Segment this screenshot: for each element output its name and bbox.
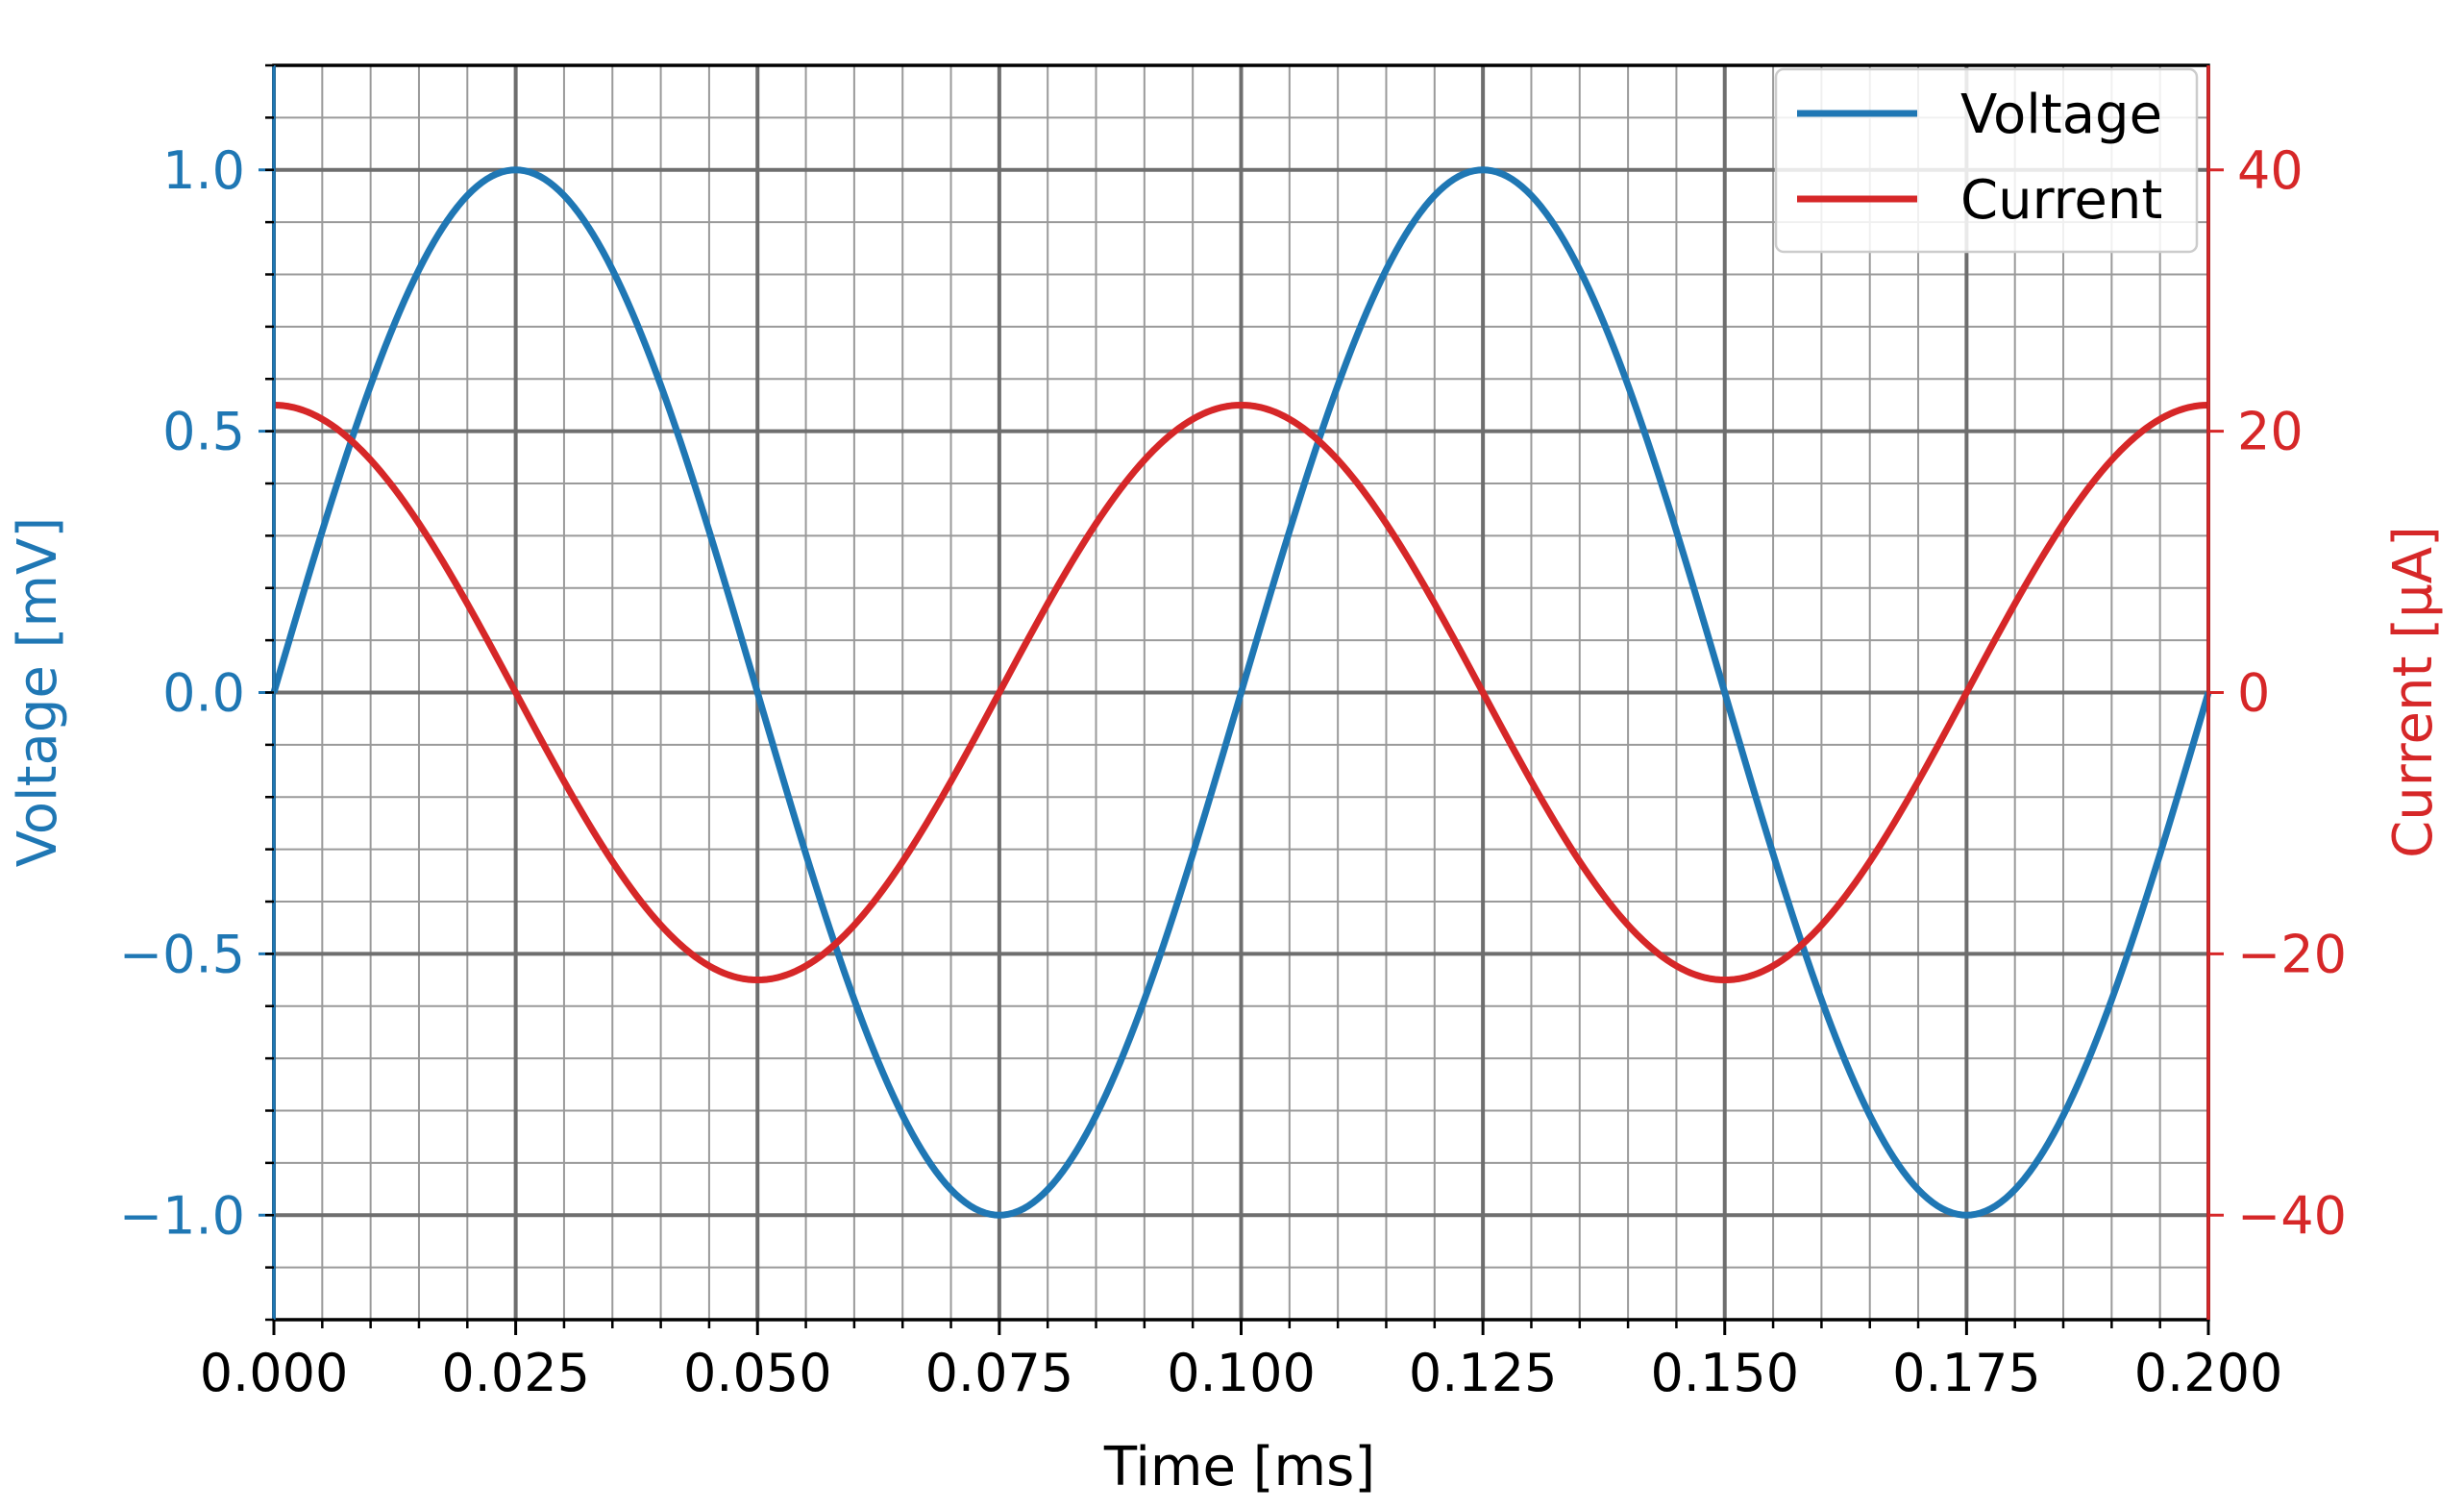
x-tick-label: 0.200	[2134, 1343, 2283, 1403]
x-tick-label: 0.075	[925, 1343, 1074, 1403]
right-y-tick-label: 20	[2237, 402, 2304, 462]
series-line-voltage	[270, 166, 2212, 1219]
left-y-tick-label: 0.0	[162, 663, 245, 724]
legend-label-current: Current	[1960, 169, 2162, 232]
left-y-tick-label: −1.0	[119, 1185, 245, 1246]
legend-label-voltage: Voltage	[1960, 84, 2162, 146]
left-y-axis: −1.0 −0.5 0.0 0.5 1.0	[119, 63, 276, 1322]
x-axis-title: Time [ms]	[1103, 1436, 1375, 1498]
x-tick-label: 0.125	[1409, 1343, 1558, 1403]
left-y-tick-label: 0.5	[162, 402, 245, 462]
x-tick-label: 0.050	[683, 1343, 832, 1403]
left-y-tick-label: 1.0	[162, 140, 245, 201]
series-line-current	[273, 401, 2209, 984]
x-axis: 0.000 0.025 0.050 0.075 0.100 0.125 0.150 0.175…	[200, 1320, 2283, 1403]
right-y-axis-title: Current [µA]	[2382, 526, 2445, 858]
left-y-tick-label: −0.5	[119, 924, 245, 984]
x-tick-label: 0.100	[1167, 1343, 1316, 1403]
legend: Voltage Current	[1774, 67, 2199, 254]
right-y-tick-label: −20	[2237, 924, 2347, 984]
x-tick-label: 0.025	[441, 1343, 590, 1403]
x-tick-label: 0.150	[1650, 1343, 1799, 1403]
right-y-tick-label: −40	[2237, 1185, 2347, 1246]
x-tick-label: 0.000	[200, 1343, 349, 1403]
series-layer	[270, 166, 2212, 1219]
right-y-tick-label: 40	[2237, 140, 2304, 201]
right-y-tick-label: 0	[2237, 663, 2270, 724]
x-tick-label: 0.175	[1892, 1343, 2041, 1403]
left-y-axis-title: Voltage [mV]	[7, 517, 69, 867]
right-y-axis: −40 −20 0 20 40	[2206, 65, 2347, 1320]
